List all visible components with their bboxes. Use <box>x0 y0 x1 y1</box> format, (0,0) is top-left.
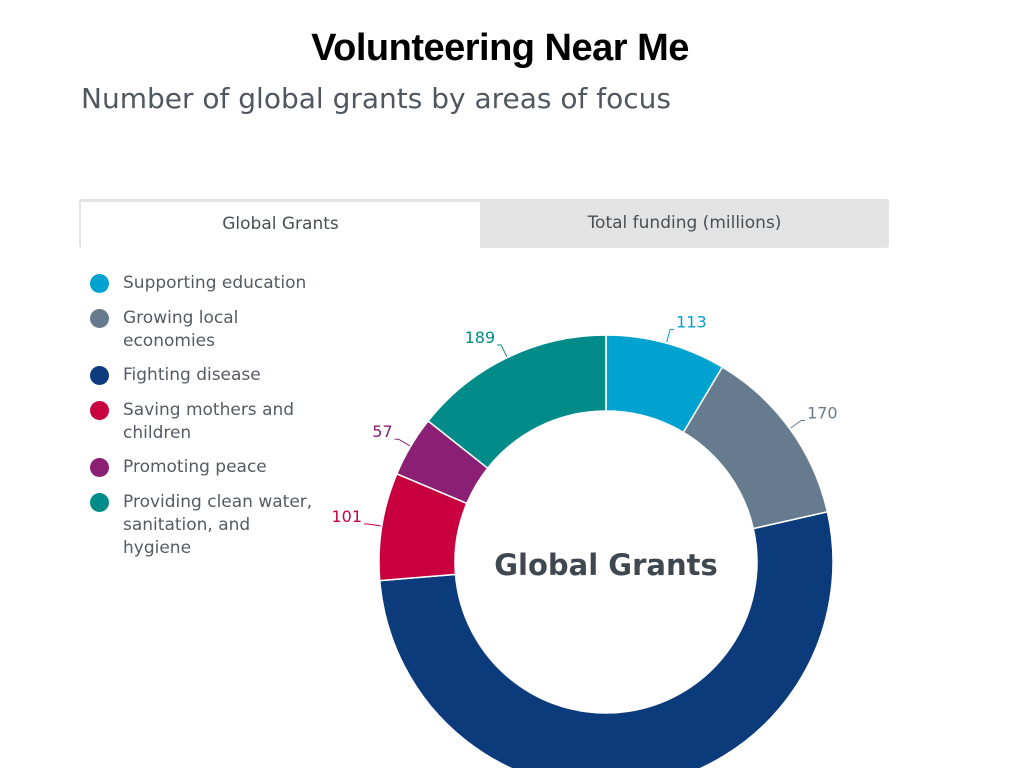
data-label: 189 <box>465 328 496 347</box>
legend-label: Promoting peace <box>123 457 267 477</box>
legend-swatch-icon <box>90 401 109 420</box>
data-label-connector <box>394 438 411 447</box>
legend-label: Providing clean water, sanitation, and h… <box>123 492 313 558</box>
legend-swatch-icon <box>90 458 109 477</box>
tab-bar: Global Grants Total funding (millions) <box>79 199 889 248</box>
tab-total-funding[interactable]: Total funding (millions) <box>587 213 782 233</box>
data-label: 57 <box>372 422 392 441</box>
legend-swatch-icon <box>90 309 109 328</box>
data-label-connector <box>666 329 675 343</box>
legend-label: Growing local economies <box>123 308 239 351</box>
tab-global-grants[interactable]: Global Grants <box>81 202 480 248</box>
data-label: 113 <box>676 313 707 332</box>
donut-slice[interactable] <box>427 334 607 470</box>
data-label-connector <box>790 419 806 429</box>
legend-swatch-icon <box>90 274 109 293</box>
donut-slice[interactable] <box>378 510 834 768</box>
data-label-connector <box>497 344 508 357</box>
legend-label: Saving mothers and children <box>123 400 295 443</box>
data-label: 170 <box>807 403 838 422</box>
legend-swatch-icon <box>90 493 109 512</box>
legend-label: Supporting education <box>123 273 307 293</box>
data-label: 101 <box>331 507 362 526</box>
chart-title: Number of global grants by areas of focu… <box>81 82 671 115</box>
data-label-connector <box>364 523 381 527</box>
donut-center-label: Global Grants <box>494 548 717 582</box>
slide-title: Volunteering Near Me <box>311 27 689 69</box>
legend-swatch-icon <box>90 366 109 385</box>
legend-label: Fighting disease <box>123 365 261 385</box>
